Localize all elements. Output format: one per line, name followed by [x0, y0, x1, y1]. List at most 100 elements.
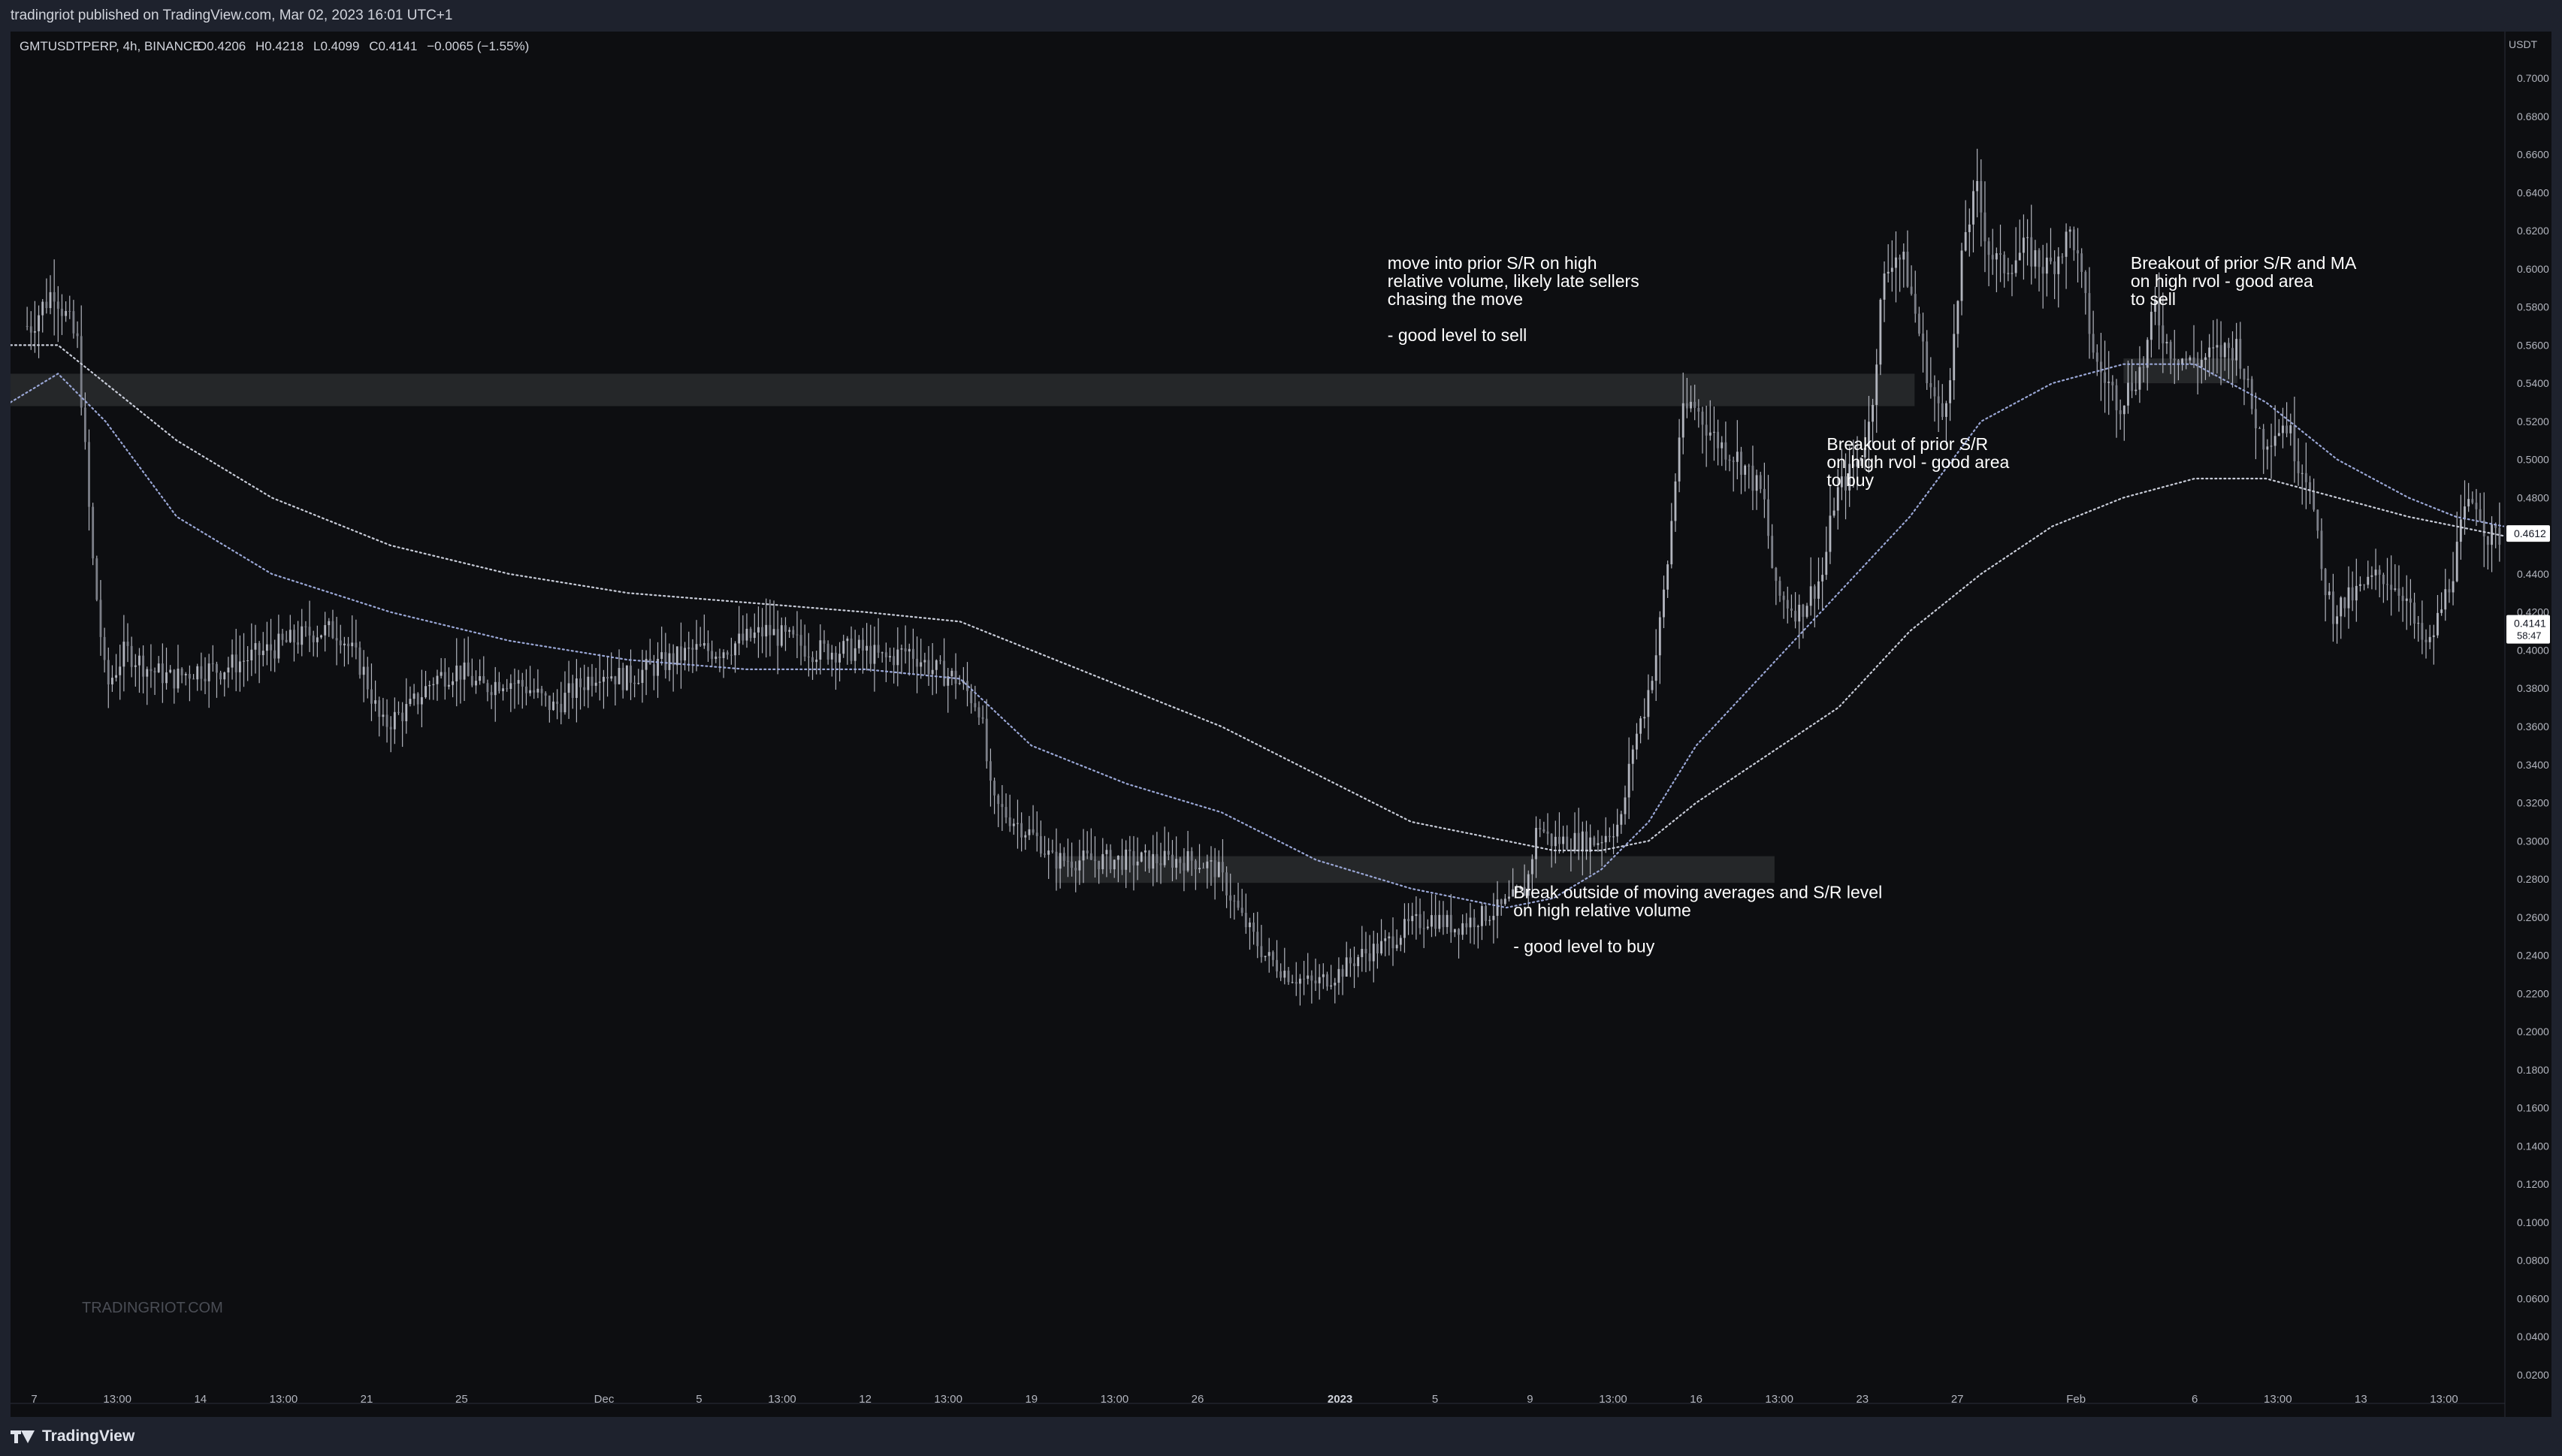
candle-body	[1020, 823, 1023, 838]
candle-body	[1778, 581, 1781, 596]
candle-body	[1353, 963, 1355, 966]
candle-body	[2095, 352, 2098, 362]
candle-body	[1713, 431, 1715, 433]
candle-body	[1678, 437, 1681, 482]
candle-body	[103, 636, 106, 660]
price-tick-label: 0.4000	[2517, 644, 2549, 656]
candle-body	[2273, 436, 2276, 446]
price-label-box-1	[2506, 615, 2550, 644]
candle-body	[1407, 919, 1410, 922]
candle-body	[1945, 403, 1947, 417]
candle-body	[1558, 836, 1560, 844]
candle-body	[1372, 944, 1375, 962]
candle-body	[2212, 347, 2215, 349]
candle-body	[1681, 403, 1684, 438]
annotation-text-1: Breakout of prior S/R on high rvol - good…	[1826, 434, 2009, 490]
candle-body	[603, 676, 605, 682]
candle-body	[1674, 481, 1677, 521]
candle-body	[846, 638, 849, 642]
candle-body	[1361, 949, 1364, 957]
candle-body	[1999, 253, 2002, 255]
candle-body	[1233, 900, 1236, 902]
price-tick-label: 0.7000	[2517, 72, 2549, 84]
candle-body	[780, 625, 783, 646]
candle-body	[1198, 868, 1201, 870]
sr-zone-2	[1055, 856, 1775, 884]
candle-body	[200, 666, 203, 679]
price-tick-label: 0.6200	[2517, 225, 2549, 237]
candle-body	[455, 665, 458, 681]
candle-body	[1775, 567, 1778, 581]
candle-body	[355, 642, 358, 648]
candle-body	[784, 625, 787, 632]
candlestick-chart[interactable]: move into prior S/R on high relative volu…	[11, 32, 2551, 1417]
candle-body	[2181, 358, 2183, 364]
candle-body	[293, 630, 295, 643]
candle-body	[742, 633, 745, 641]
candle-body	[672, 653, 675, 666]
candle-body	[1600, 842, 1603, 844]
candle-body	[761, 627, 764, 637]
candle-body	[583, 687, 586, 690]
candle-body	[1237, 900, 1240, 908]
time-axis[interactable]: 7 13:00 14 13:00 21 25 Dec 5 13:00 12 13:00 19 13:00…	[11, 1393, 2505, 1406]
candle-body	[436, 675, 439, 684]
candle-body	[328, 621, 331, 626]
candle-body	[34, 331, 36, 333]
candle-body	[2494, 524, 2497, 528]
candle-body	[776, 629, 779, 646]
candle-body	[1542, 829, 1545, 832]
candle-body	[424, 686, 427, 698]
candle-body	[1744, 465, 1747, 475]
chart-area[interactable]: move into prior S/R on high relative volu…	[11, 32, 2551, 1417]
tradingview-logo[interactable]: TradingView	[11, 1427, 134, 1445]
candle-body	[1767, 499, 1769, 536]
candle-body	[412, 693, 415, 699]
candle-body	[943, 660, 946, 686]
candle-body	[788, 630, 791, 632]
candle-body	[1082, 850, 1085, 861]
price-tick-label: 0.1600	[2517, 1102, 2549, 1114]
candle-body	[1116, 856, 1119, 860]
price-tick-label: 0.0800	[2517, 1255, 2549, 1267]
time-tick-label: 26	[1192, 1393, 1204, 1406]
candle-body	[877, 645, 880, 653]
time-tick-label: 5	[1432, 1393, 1438, 1406]
candle-body	[2018, 252, 2021, 261]
candle-body	[243, 660, 245, 662]
time-tick-label: 12	[859, 1393, 872, 1406]
candle-body	[177, 669, 180, 689]
watermark: TRADINGRIOT.COM	[82, 1300, 223, 1316]
candle-body	[2367, 576, 2370, 585]
candle-body	[981, 717, 984, 719]
candle-body	[1028, 829, 1031, 835]
candle-body	[1062, 853, 1065, 861]
candle-body	[1388, 936, 1391, 938]
candle-body	[1914, 294, 1917, 314]
candle-body	[1724, 442, 1727, 460]
candle-body	[1759, 475, 1762, 489]
candle-body	[792, 630, 795, 635]
candle-body	[254, 643, 257, 650]
price-tick-label: 0.5600	[2517, 339, 2549, 351]
candle-body	[134, 665, 137, 667]
candle-body	[1790, 608, 1793, 611]
candle-body	[1399, 938, 1402, 945]
candle-body	[1395, 944, 1398, 949]
candle-body	[1376, 944, 1379, 954]
candle-body	[331, 621, 334, 639]
candle-body	[633, 682, 636, 684]
price-axis[interactable]: 0.7000 0.6800 0.6600 0.6400 0.6200 0.6000 0.58…	[2504, 32, 2550, 1417]
time-tick-label: 25	[455, 1393, 468, 1406]
candle-body	[126, 642, 129, 646]
candle-body	[2498, 527, 2501, 545]
candle-body	[606, 676, 609, 679]
price-tick-label: 0.0400	[2517, 1331, 2549, 1343]
candle-body	[630, 665, 632, 683]
candle-body	[2266, 446, 2269, 450]
time-tick-label: 6	[2192, 1393, 2198, 1406]
candle-body	[261, 651, 264, 655]
candle-body	[1771, 536, 1774, 568]
candle-body	[1465, 923, 1468, 928]
symbol-legend: GMTUSDTPERP, 4h, BINANCE O0.4206 H0.4218…	[20, 39, 529, 53]
